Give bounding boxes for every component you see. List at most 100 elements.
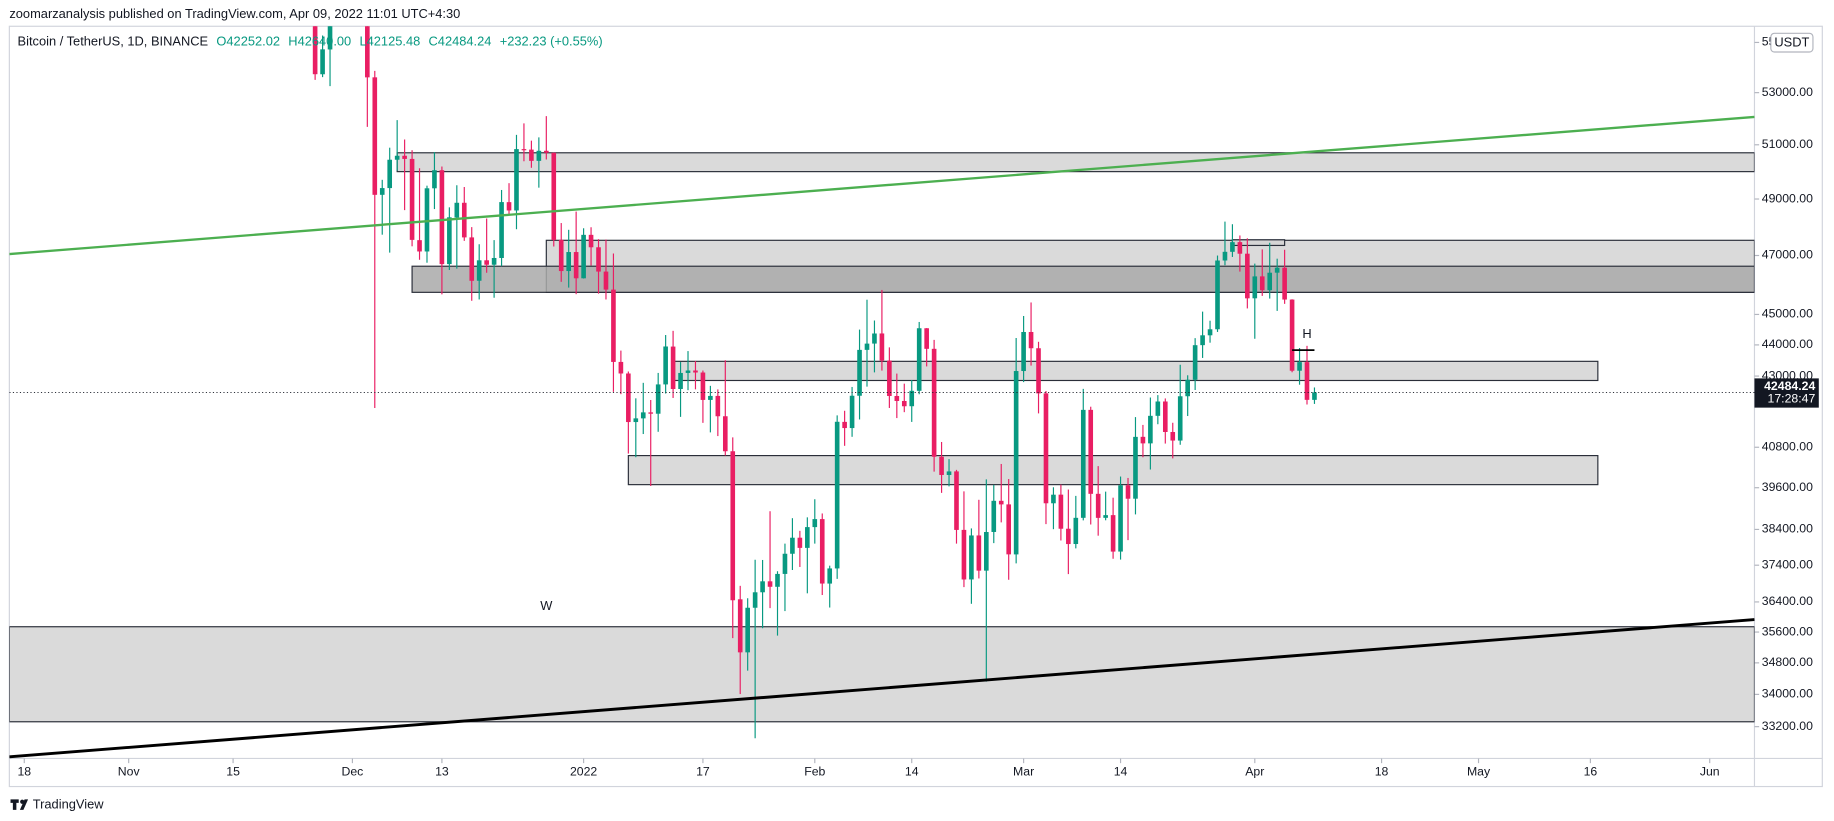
candle-body — [1140, 436, 1146, 444]
candle-body — [678, 372, 683, 389]
candle-body — [648, 412, 654, 414]
candle-body — [655, 384, 661, 414]
candle-body — [469, 237, 475, 281]
candle-body — [1222, 251, 1228, 261]
candle-body — [1162, 401, 1168, 432]
candle-body — [819, 519, 825, 584]
candle-body — [685, 370, 691, 373]
candle-body — [1058, 494, 1064, 529]
y-tick-label: 53000.00 — [1762, 85, 1813, 99]
candle-body — [969, 535, 974, 580]
y-tick-label: 35600.00 — [1762, 624, 1813, 638]
candle-body — [946, 471, 952, 475]
candle-body — [797, 537, 803, 548]
candle-body — [737, 599, 743, 653]
x-tick-label: 14 — [905, 765, 919, 779]
annotation: H — [1302, 326, 1311, 341]
candle-body — [1259, 276, 1265, 291]
candles — [312, 26, 1317, 739]
candle-body — [901, 400, 907, 407]
zone — [411, 265, 1755, 293]
candle-body — [924, 328, 929, 349]
candle-body — [626, 373, 631, 423]
candle-body — [834, 421, 840, 569]
candle-body — [1051, 494, 1056, 504]
y-tick-label: 40800.00 — [1762, 440, 1813, 454]
candle-body — [1155, 401, 1161, 416]
y-tick-label: 34000.00 — [1762, 687, 1813, 701]
candle-body — [1297, 362, 1302, 371]
legend-close: C42484.24 — [429, 34, 492, 49]
candle-body — [954, 471, 959, 530]
symbol-legend: Bitcoin / TetherUS, 1D, BINANCE O42252.0… — [18, 34, 603, 49]
candle-body — [618, 361, 624, 374]
candle-body — [767, 581, 773, 587]
candle-body — [402, 155, 407, 159]
candle-body — [1073, 517, 1079, 545]
candle-body — [991, 500, 997, 532]
candle-body — [372, 77, 378, 195]
candle-body — [566, 252, 571, 272]
candle-body — [544, 150, 549, 153]
x-tick-label: May — [1467, 765, 1491, 779]
x-tick-label: 18 — [1375, 765, 1389, 779]
trend-line — [9, 618, 1755, 759]
candle-body — [842, 421, 847, 429]
candle-body — [1006, 504, 1012, 555]
candle-body — [1118, 485, 1123, 552]
y-tick-label: 39600.00 — [1762, 480, 1813, 494]
candle-body — [1148, 415, 1153, 444]
candle-body — [327, 26, 333, 50]
candle-body — [998, 500, 1004, 505]
axes: 55000.0053000.0051000.0049000.0047000.00… — [17, 35, 1819, 779]
candle-body — [439, 170, 445, 265]
candle-body — [1245, 253, 1250, 299]
candle-body — [514, 149, 519, 211]
candle-body — [611, 289, 616, 362]
trend-lines: WH — [9, 115, 1755, 759]
zone — [396, 152, 1755, 173]
candle-body — [1028, 331, 1034, 349]
candle-body — [447, 217, 452, 265]
x-tick-label: 13 — [435, 765, 449, 779]
x-tick-label: 15 — [226, 765, 240, 779]
last-price-badge — [1754, 378, 1819, 408]
candle-body — [670, 346, 676, 389]
candle-body — [365, 26, 370, 78]
candle-body — [1230, 242, 1235, 252]
candle-body — [1036, 348, 1041, 394]
candle-body — [894, 395, 900, 401]
candle-body — [499, 202, 504, 258]
candle-body — [1215, 260, 1220, 330]
y-tick-label: 45000.00 — [1762, 307, 1813, 321]
candle-body — [827, 568, 833, 584]
candle-body — [581, 234, 586, 279]
candle-body — [663, 346, 668, 385]
x-tick-label: 17 — [696, 765, 710, 779]
candle-body — [409, 158, 415, 240]
candle-body — [745, 607, 750, 653]
candle-body — [573, 252, 579, 279]
candle-body — [1095, 493, 1101, 518]
candle-body — [790, 537, 795, 554]
x-tick-label: Nov — [118, 765, 141, 779]
candle-body — [596, 247, 601, 272]
candle-body — [484, 260, 489, 265]
candle-body — [320, 49, 325, 75]
y-tick-label: 38400.00 — [1762, 522, 1813, 536]
candle-body — [1267, 272, 1273, 291]
candle-body — [812, 519, 818, 528]
candle-body — [693, 370, 698, 373]
legend-open: O42252.02 — [216, 34, 280, 49]
currency-label[interactable]: USDT — [1774, 35, 1809, 50]
legend-high: H42640.00 — [288, 34, 351, 49]
x-tick-label: 2022 — [570, 765, 597, 779]
candle-body — [1013, 371, 1019, 555]
candle-body — [1312, 392, 1317, 400]
symbol: Bitcoin / TetherUS, 1D, BINANCE — [18, 34, 209, 49]
candle-body — [939, 456, 944, 475]
x-tick-label: 18 — [17, 765, 31, 779]
currency-badge[interactable] — [1770, 32, 1814, 53]
candle-body — [394, 155, 400, 160]
